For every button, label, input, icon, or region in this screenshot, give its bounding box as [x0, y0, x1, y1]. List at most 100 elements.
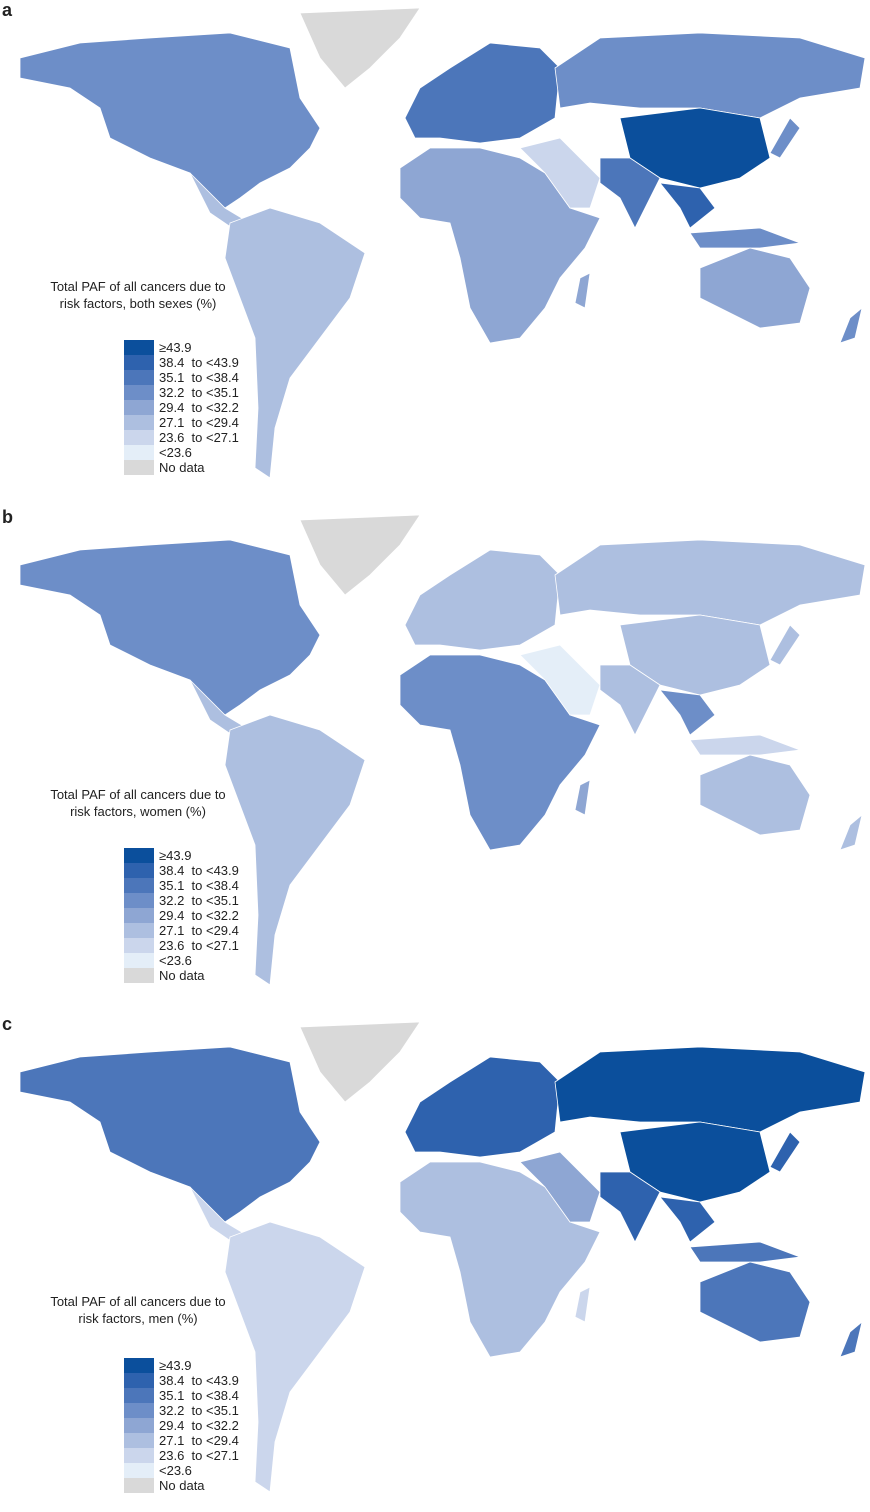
legend: ≥43.9 38.4 to <43.9 35.1 to <38.4 32.2 to <…	[124, 848, 239, 983]
map	[19, 1022, 866, 1493]
legend-label: 35.1 to <38.4	[159, 370, 239, 385]
legend-swatch	[124, 968, 154, 983]
legend-swatch	[124, 430, 154, 445]
legend-row: 27.1 to <29.4	[124, 923, 239, 938]
region-nz	[839, 1320, 863, 1358]
region-ru	[554, 539, 866, 626]
legend-row: 29.4 to <32.2	[124, 400, 239, 415]
region-sa	[224, 207, 366, 479]
legend-swatch	[124, 1418, 154, 1433]
legend-swatch	[124, 953, 154, 968]
region-af	[399, 1161, 601, 1358]
legend-label: 29.4 to <32.2	[159, 908, 239, 923]
legend-swatch	[124, 460, 154, 475]
legend-title: Total PAF of all cancers due to risk fac…	[50, 787, 226, 819]
legend-row: <23.6	[124, 953, 239, 968]
legend-row: 32.2 to <35.1	[124, 1403, 239, 1418]
legend-swatch	[124, 923, 154, 938]
legend-row: <23.6	[124, 1463, 239, 1478]
world-map	[19, 1022, 866, 1493]
legend-label: 23.6 to <27.1	[159, 1448, 239, 1463]
region-af	[399, 147, 601, 344]
region-nz	[839, 813, 863, 851]
legend-label: 23.6 to <27.1	[159, 938, 239, 953]
legend: ≥43.9 38.4 to <43.9 35.1 to <38.4 32.2 to <…	[124, 1358, 239, 1493]
region-ru	[554, 1046, 866, 1133]
region-gl	[299, 8, 421, 89]
legend-label: 35.1 to <38.4	[159, 1388, 239, 1403]
legend-swatch	[124, 1433, 154, 1448]
legend-swatch	[124, 893, 154, 908]
region-in	[599, 664, 661, 736]
region-sea	[659, 689, 716, 736]
legend-label: ≥43.9	[159, 848, 192, 863]
legend-row: 35.1 to <38.4	[124, 370, 239, 385]
region-in	[599, 157, 661, 229]
region-na	[19, 32, 321, 209]
region-me	[519, 1151, 601, 1223]
legend-row: ≥43.9	[124, 848, 239, 863]
world-map	[19, 515, 866, 986]
region-au	[699, 1261, 811, 1343]
legend-label: <23.6	[159, 445, 192, 460]
legend-label: No data	[159, 968, 205, 983]
region-eu	[404, 1056, 561, 1158]
panel-label: b	[2, 507, 13, 527]
legend-row: No data	[124, 1478, 239, 1493]
map	[19, 515, 866, 986]
region-af	[399, 654, 601, 851]
region-md	[574, 1286, 591, 1323]
legend-row: 29.4 to <32.2	[124, 1418, 239, 1433]
map-panel: a Total PAF of all cancers due to risk fa…	[0, 0, 870, 498]
region-me	[519, 644, 601, 716]
legend-label: <23.6	[159, 953, 192, 968]
legend-title: Total PAF of all cancers due to risk fac…	[50, 1294, 226, 1326]
legend-label: 38.4 to <43.9	[159, 355, 239, 370]
legend-label: 27.1 to <29.4	[159, 923, 239, 938]
legend-swatch	[124, 1403, 154, 1418]
legend-swatch	[124, 848, 154, 863]
legend-swatch	[124, 938, 154, 953]
legend-label: <23.6	[159, 1463, 192, 1478]
region-md	[574, 272, 591, 309]
region-eu	[404, 549, 561, 651]
legend-label: 38.4 to <43.9	[159, 863, 239, 878]
legend-row: 35.1 to <38.4	[124, 878, 239, 893]
legend-row: 23.6 to <27.1	[124, 1448, 239, 1463]
legend-swatch	[124, 445, 154, 460]
legend-row: 38.4 to <43.9	[124, 1373, 239, 1388]
legend-label: 29.4 to <32.2	[159, 400, 239, 415]
legend-swatch	[124, 415, 154, 430]
legend-swatch	[124, 400, 154, 415]
legend-label: 23.6 to <27.1	[159, 430, 239, 445]
region-na	[19, 539, 321, 716]
region-sea	[659, 182, 716, 229]
legend-swatch	[124, 908, 154, 923]
map-panel: c Total PAF of all cancers due to risk fa…	[0, 1014, 870, 1512]
legend-swatch	[124, 1388, 154, 1403]
legend-swatch	[124, 1478, 154, 1493]
region-in	[599, 1171, 661, 1243]
legend-label: 38.4 to <43.9	[159, 1373, 239, 1388]
legend-label: 27.1 to <29.4	[159, 415, 239, 430]
legend-row: No data	[124, 968, 239, 983]
legend-label: ≥43.9	[159, 340, 192, 355]
legend-row: No data	[124, 460, 239, 475]
legend-label: No data	[159, 460, 205, 475]
region-sa	[224, 1221, 366, 1493]
region-na	[19, 1046, 321, 1223]
legend-title: Total PAF of all cancers due to risk fac…	[50, 279, 226, 311]
legend-row: 38.4 to <43.9	[124, 355, 239, 370]
region-ru	[554, 32, 866, 119]
region-gl	[299, 1022, 421, 1103]
legend-swatch	[124, 878, 154, 893]
legend-row: 23.6 to <27.1	[124, 938, 239, 953]
map	[19, 8, 866, 479]
legend-swatch	[124, 1463, 154, 1478]
legend-row: 32.2 to <35.1	[124, 385, 239, 400]
legend-label: ≥43.9	[159, 1358, 192, 1373]
region-id	[689, 734, 801, 756]
region-id	[689, 1241, 801, 1263]
